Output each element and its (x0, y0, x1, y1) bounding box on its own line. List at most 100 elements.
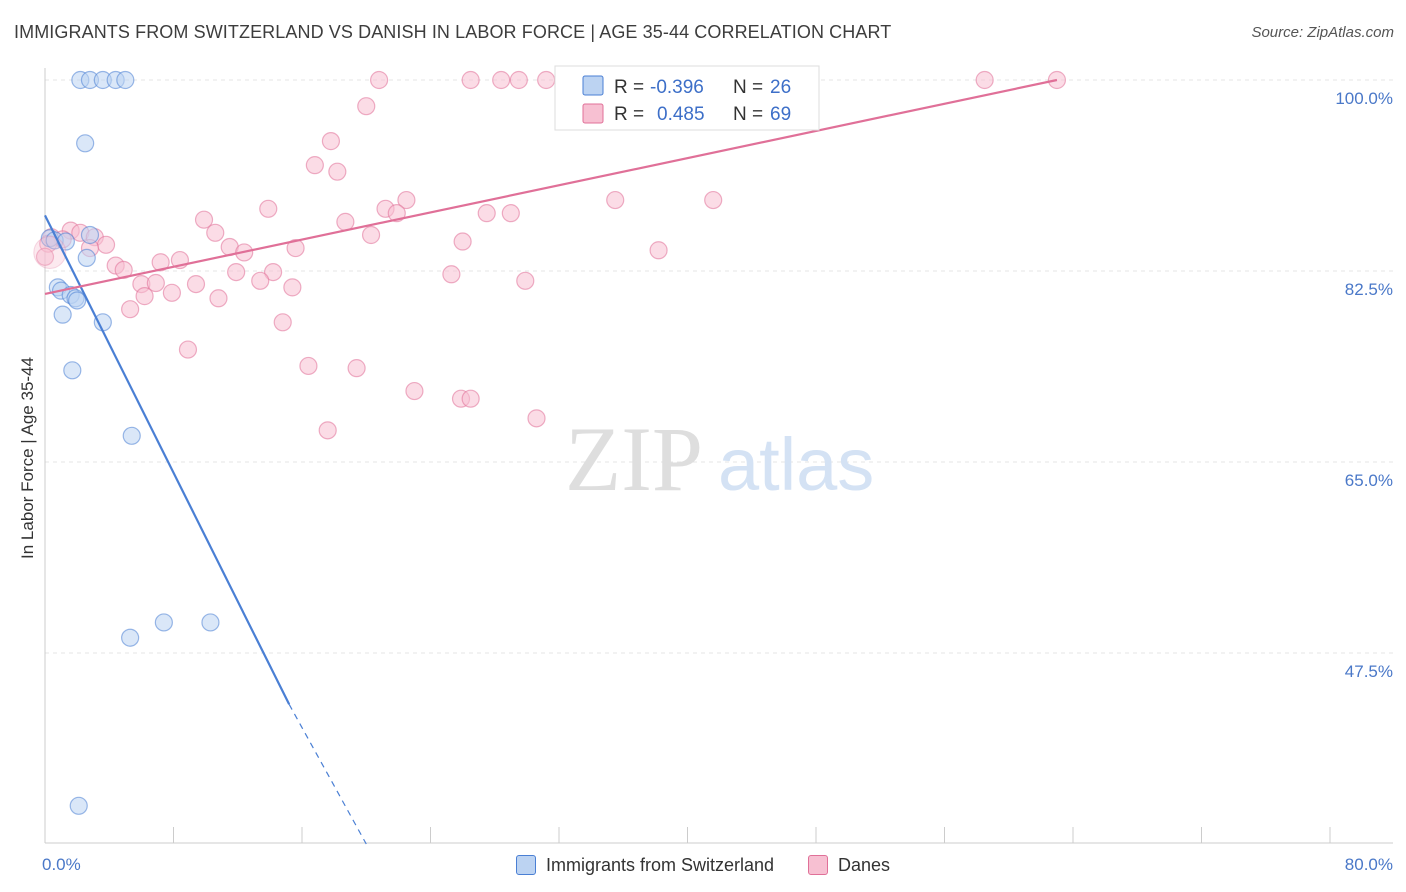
point-danes-58 (209, 289, 228, 308)
point-danes-48 (263, 262, 283, 282)
legend-swatch-danes (582, 103, 604, 124)
point-switzerland-21 (154, 613, 173, 632)
legend-item-danes: Danes (808, 855, 890, 876)
source-label: Source: ZipAtlas.com (1251, 24, 1394, 41)
series-legend: Immigrants from Switzerland Danes (0, 852, 1406, 878)
data-points (33, 70, 1067, 815)
point-danes-62 (299, 356, 318, 376)
point-danes-66 (461, 389, 480, 408)
gridlines (45, 79, 1393, 654)
point-danes-16 (328, 162, 347, 181)
point-switzerland-5 (76, 134, 95, 153)
tick-labels: 100.0% 82.5% 65.0% 47.5% 0.0% 80.0% (42, 89, 1393, 874)
legend-n-value-danes: 69 (770, 104, 791, 125)
point-danes-53 (186, 274, 206, 294)
point-danes-36 (96, 235, 116, 254)
point-danes-52 (146, 273, 165, 293)
legend-swatch-switzerland (582, 75, 604, 96)
trend-line-switzerland (44, 214, 291, 705)
point-danes-57 (135, 287, 154, 306)
y-tick-label-3: 47.5% (1345, 662, 1393, 681)
point-danes-17 (397, 190, 416, 210)
point-danes-4 (537, 70, 556, 90)
point-danes-24 (501, 204, 520, 223)
legend-r-label-danes: R = (614, 104, 644, 125)
point-danes-60 (273, 313, 292, 332)
stats-legend: R = -0.396 N = 26 R = 0.485 N = 69 (554, 65, 820, 131)
point-switzerland-15 (68, 291, 87, 310)
point-danes-47 (227, 262, 246, 282)
point-danes-41 (649, 241, 668, 260)
point-switzerland-17 (93, 313, 112, 332)
y-axis-label: In Labor Force | Age 35-44 (18, 357, 37, 559)
point-danes-11 (975, 70, 994, 90)
point-switzerland-16 (53, 305, 72, 324)
point-danes-30 (361, 225, 381, 245)
trend-line-dashed-switzerland (288, 704, 367, 845)
legend-label-switzerland: Immigrants from Switzerland (545, 854, 775, 875)
point-danes-2 (492, 70, 511, 90)
point-danes-39 (286, 238, 305, 258)
point-switzerland-20 (121, 628, 140, 647)
point-danes-42 (35, 247, 55, 266)
trend-lines (44, 78, 1058, 845)
legend-item-switzerland: Immigrants from Switzerland (515, 854, 775, 876)
axes (44, 68, 1393, 844)
point-danes-29 (206, 223, 225, 242)
point-danes-34 (453, 232, 472, 251)
point-danes-cluster (33, 235, 67, 269)
point-danes-50 (251, 271, 270, 290)
legend-swatch-bottom-danes (808, 855, 829, 875)
point-danes-26 (336, 212, 355, 231)
point-danes-18 (606, 190, 625, 210)
watermark-zip: ZIP (565, 408, 703, 510)
x-tick-label-0: 0.0% (42, 855, 81, 874)
y-tick-label-2: 65.0% (1345, 471, 1393, 490)
point-danes-3 (509, 70, 528, 90)
y-tick-label-0: 100.0% (1335, 89, 1393, 108)
legend-swatch-bottom-switzerland (515, 855, 536, 875)
watermark-atlas: atlas (718, 423, 874, 506)
point-danes-63 (347, 359, 366, 378)
point-danes-67 (527, 409, 546, 428)
point-danes-20 (259, 199, 278, 218)
point-danes-46 (114, 260, 133, 280)
legend-n-value-switzerland: 26 (770, 77, 791, 98)
legend-n-label-danes: N = (733, 104, 763, 125)
point-danes-68 (318, 421, 337, 440)
point-danes-0 (370, 70, 389, 90)
point-danes-44 (151, 253, 170, 272)
point-danes-19 (704, 190, 723, 210)
point-danes-23 (477, 204, 496, 223)
point-danes-14 (321, 132, 341, 151)
point-danes-64 (405, 381, 424, 401)
point-danes-15 (305, 156, 324, 175)
point-danes-61 (178, 340, 198, 359)
legend-r-value-switzerland: -0.396 (650, 77, 704, 98)
point-danes-49 (442, 265, 461, 284)
point-danes-59 (121, 300, 140, 319)
legend-r-value-danes: 0.485 (657, 104, 705, 125)
chart-title: IMMIGRANTS FROM SWITZERLAND VS DANISH IN… (14, 22, 892, 42)
point-switzerland-19 (122, 426, 141, 445)
watermark: ZIP atlas (565, 408, 874, 510)
point-switzerland-23 (69, 796, 88, 815)
point-switzerland-10 (77, 248, 96, 268)
legend-r-label-switzerland: R = (614, 77, 644, 98)
point-danes-56 (162, 283, 181, 302)
legend-label-danes: Danes (838, 854, 891, 875)
x-tick-label-1: 80.0% (1345, 855, 1393, 874)
point-danes-25 (194, 210, 214, 229)
point-danes-22 (387, 204, 406, 223)
point-switzerland-22 (201, 613, 220, 632)
point-danes-1 (461, 70, 480, 90)
point-switzerland-4 (116, 70, 135, 90)
legend-n-label-switzerland: N = (733, 77, 763, 98)
point-danes-54 (516, 271, 535, 290)
trend-line-danes (44, 78, 1058, 295)
point-danes-13 (357, 97, 376, 116)
point-danes-55 (283, 278, 302, 297)
point-switzerland-18 (63, 361, 82, 380)
y-tick-label-1: 82.5% (1345, 280, 1393, 299)
